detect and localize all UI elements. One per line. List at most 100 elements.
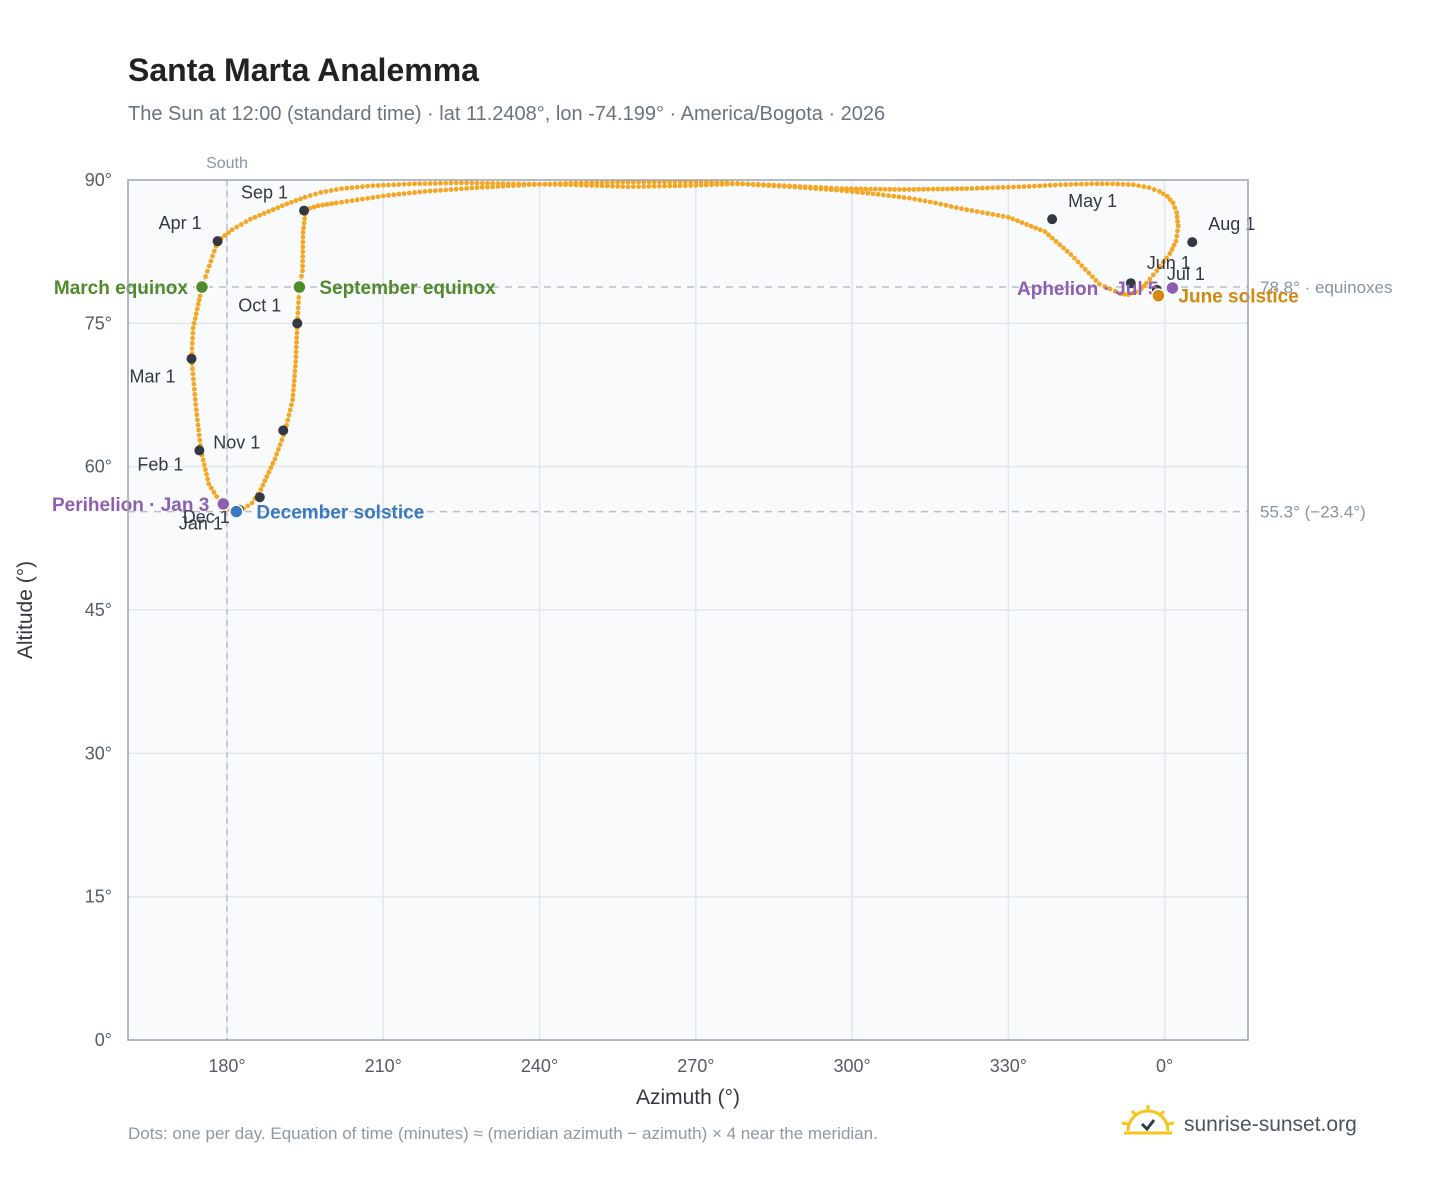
day-dot: [1072, 255, 1077, 261]
day-dot: [293, 198, 299, 203]
day-dot: [656, 183, 662, 189]
day-dot: [295, 305, 301, 311]
day-dot: [1144, 280, 1149, 286]
day-dot: [792, 183, 798, 189]
day-dot: [630, 184, 636, 190]
day-dot: [195, 301, 201, 307]
day-dot: [935, 186, 941, 192]
day-dot: [870, 191, 876, 197]
day-dot: [1164, 193, 1170, 199]
day-dot: [193, 311, 199, 317]
day-dot: [401, 181, 407, 187]
day-dot: [287, 407, 293, 413]
y-tick-label: 30°: [85, 743, 112, 763]
day-dot: [257, 212, 262, 218]
day-dot: [380, 193, 386, 199]
event-marker-dot: [1151, 288, 1166, 303]
day-dot: [474, 180, 480, 186]
day-dot: [370, 183, 376, 189]
day-dot: [234, 224, 240, 230]
month-marker-dot: [1187, 237, 1198, 248]
day-dot: [834, 185, 839, 191]
day-dot: [202, 467, 208, 472]
day-dot: [192, 397, 198, 402]
day-dot: [375, 183, 381, 188]
day-dot: [288, 402, 294, 408]
day-dot: [396, 182, 402, 187]
day-dot: [249, 500, 255, 506]
day-dot: [495, 184, 501, 189]
day-dot: [333, 200, 339, 206]
month-marker-dot: [254, 492, 265, 503]
event-marker-label: September equinox: [319, 278, 496, 299]
day-dot: [1174, 214, 1180, 220]
day-dot: [268, 465, 274, 471]
grid-lines: [128, 180, 1248, 1040]
day-dot: [1082, 266, 1088, 272]
day-dot: [985, 211, 990, 216]
day-dot: [197, 293, 203, 299]
day-dot: [610, 179, 615, 185]
day-dot: [285, 417, 291, 423]
day-dot: [1141, 184, 1147, 190]
day-dot: [1079, 263, 1085, 269]
day-dot: [479, 184, 485, 190]
day-dot: [485, 184, 490, 190]
day-dot: [1121, 291, 1127, 297]
day-dot: [300, 258, 306, 264]
day-dot: [787, 183, 792, 189]
day-dot: [735, 180, 740, 186]
day-dot: [1157, 189, 1162, 194]
day-dot: [422, 181, 428, 187]
day-dot: [974, 185, 980, 191]
day-dot: [557, 181, 563, 187]
day-dot: [1061, 245, 1066, 251]
day-dot: [262, 478, 268, 484]
day-dot: [578, 180, 584, 186]
day-dot: [892, 187, 897, 192]
day-dot: [291, 383, 297, 388]
day-dot: [195, 422, 201, 428]
day-dot: [1068, 182, 1074, 187]
day-dot: [294, 330, 300, 336]
month-marker-label: Sep 1: [241, 183, 288, 203]
day-dot: [391, 182, 397, 188]
day-dot: [344, 185, 350, 191]
brand[interactable]: sunrise-sunset.org: [1120, 1100, 1357, 1150]
day-dot: [1042, 229, 1048, 235]
day-dot: [552, 181, 558, 187]
day-dot: [1169, 247, 1175, 252]
day-dot: [662, 183, 667, 189]
day-dot: [1164, 255, 1170, 261]
day-dot: [279, 437, 285, 443]
day-dot: [300, 263, 305, 269]
day-dot: [802, 184, 808, 190]
day-dot: [1046, 232, 1051, 238]
day-dot: [193, 402, 199, 407]
month-marker-dot: [1047, 214, 1058, 225]
day-dot: [226, 230, 231, 235]
day-dot: [1112, 288, 1118, 294]
day-dot: [568, 180, 574, 186]
day-dot: [211, 248, 217, 254]
day-dot: [688, 179, 694, 185]
event-marker-label: December solstice: [256, 503, 424, 524]
day-dot: [300, 239, 306, 245]
day-dot: [295, 310, 301, 316]
day-dot: [949, 186, 955, 192]
day-dot: [204, 471, 209, 477]
day-dot: [531, 182, 537, 187]
day-dot: [943, 202, 949, 208]
event-marker-dot: [216, 496, 231, 512]
day-dot: [300, 230, 306, 235]
day-dot: [248, 216, 253, 222]
day-dot: [432, 188, 438, 194]
day-dot: [196, 297, 202, 303]
day-dot: [620, 184, 626, 189]
day-dot: [323, 189, 329, 194]
day-dot: [599, 183, 605, 189]
day-dot: [724, 180, 730, 186]
day-dot: [863, 186, 869, 192]
day-dot: [300, 234, 306, 240]
